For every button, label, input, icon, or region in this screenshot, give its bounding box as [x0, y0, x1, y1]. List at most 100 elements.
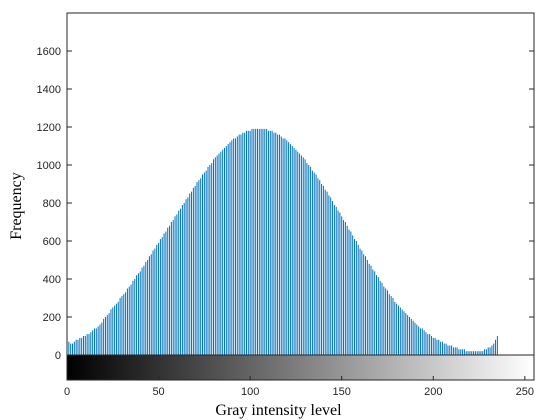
histogram-bar — [376, 275, 378, 355]
histogram-bar — [460, 349, 462, 355]
y-tick-label: 1200 — [37, 122, 61, 134]
histogram-bar — [86, 334, 88, 355]
histogram-bar — [156, 244, 158, 355]
histogram-bar — [141, 267, 143, 355]
histogram-bar — [79, 337, 81, 355]
histogram-bar — [198, 180, 200, 355]
x-tick-label: 100 — [241, 386, 259, 398]
histogram-bar — [137, 273, 139, 355]
histogram-bar — [104, 317, 106, 355]
histogram-bar — [341, 216, 343, 355]
histogram-bar — [425, 332, 427, 355]
histogram-bar — [115, 303, 117, 355]
histogram-bar — [178, 210, 180, 355]
histogram-bar — [82, 336, 84, 355]
histogram-bar — [203, 172, 205, 355]
histogram-bar — [256, 128, 258, 355]
histogram-bar — [322, 185, 324, 355]
histogram-bar — [427, 334, 429, 355]
histogram-bar — [88, 334, 90, 355]
histogram-bar — [90, 332, 92, 355]
histogram-bar — [196, 182, 198, 355]
histogram-bar — [441, 341, 443, 355]
histogram-bar — [108, 313, 110, 355]
histogram-bar — [299, 153, 301, 355]
histogram-bar — [249, 130, 251, 355]
histogram-bar — [81, 337, 83, 355]
histogram-bar — [300, 155, 302, 355]
histogram-bar — [432, 337, 434, 355]
histogram-bar — [180, 208, 182, 355]
histogram-bar — [319, 180, 321, 355]
histogram-bar — [172, 220, 174, 355]
histogram-bar — [377, 277, 379, 355]
histogram-bar — [216, 155, 218, 355]
histogram-bar — [487, 347, 489, 355]
histogram-bar — [181, 204, 183, 355]
histogram-bar — [293, 147, 295, 355]
histogram-bar — [317, 178, 319, 355]
y-tick-label: 1600 — [37, 46, 61, 58]
histogram-bar — [485, 349, 487, 355]
histogram-bar — [106, 315, 108, 355]
histogram-bar — [255, 128, 257, 355]
y-tick-label: 600 — [43, 236, 61, 248]
histogram-bar — [324, 189, 326, 355]
histogram-bar — [159, 239, 161, 355]
histogram-bar — [410, 318, 412, 355]
histogram-bar — [130, 284, 132, 355]
histogram-bar — [187, 197, 189, 355]
histogram-bar — [430, 336, 432, 355]
histogram-bar — [474, 351, 476, 355]
histogram-bar — [352, 235, 354, 355]
histogram-bar — [202, 174, 204, 355]
histogram-bar — [189, 193, 191, 355]
histogram-bar — [126, 288, 128, 355]
histogram-bar — [119, 298, 121, 355]
histogram-bar — [273, 132, 275, 355]
histogram-bar — [103, 318, 105, 355]
histogram-bar — [438, 339, 440, 355]
histogram-bar — [493, 343, 495, 355]
histogram-bar — [418, 326, 420, 355]
histogram-bar — [482, 351, 484, 355]
histogram-bar — [244, 132, 246, 355]
histogram-bar — [110, 309, 112, 355]
histogram-bar — [495, 339, 497, 355]
histogram-bar — [476, 351, 478, 355]
histogram-bar — [456, 347, 458, 355]
histogram-bar — [150, 254, 152, 355]
histogram-bar — [473, 351, 475, 355]
histogram-bar — [242, 132, 244, 355]
histogram-bar — [429, 334, 431, 355]
histogram-bar — [315, 174, 317, 355]
y-axis: 0 200 400 600 800 1000 1200 1400 1600 — [37, 46, 534, 362]
histogram-bar — [408, 317, 410, 355]
histogram-bar — [399, 307, 401, 355]
histogram-bar — [401, 309, 403, 355]
histogram-bar — [277, 134, 279, 355]
histogram-bar — [374, 271, 376, 355]
grayscale-colorbar — [66, 354, 535, 381]
histogram-bar — [223, 147, 225, 355]
histogram-bar — [396, 303, 398, 355]
histogram-bar — [125, 292, 127, 355]
histogram-bar — [286, 140, 288, 355]
histogram-bar — [412, 320, 414, 355]
histogram-bar — [326, 191, 328, 355]
histogram-bar — [348, 229, 350, 355]
histogram-bar — [403, 311, 405, 355]
histogram-bar — [117, 301, 119, 355]
histogram-bar — [194, 185, 196, 355]
histogram-bar — [280, 136, 282, 355]
histogram-bar — [161, 237, 163, 355]
y-tick-label: 400 — [43, 274, 61, 286]
histogram-bar — [357, 244, 359, 355]
histogram-bar — [262, 128, 264, 355]
histogram-bar — [214, 157, 216, 355]
histogram-bar — [264, 128, 266, 355]
x-tick-label: 0 — [64, 386, 70, 398]
histogram-bar — [191, 191, 193, 355]
histogram-bar — [240, 134, 242, 355]
histogram-bar — [451, 345, 453, 355]
